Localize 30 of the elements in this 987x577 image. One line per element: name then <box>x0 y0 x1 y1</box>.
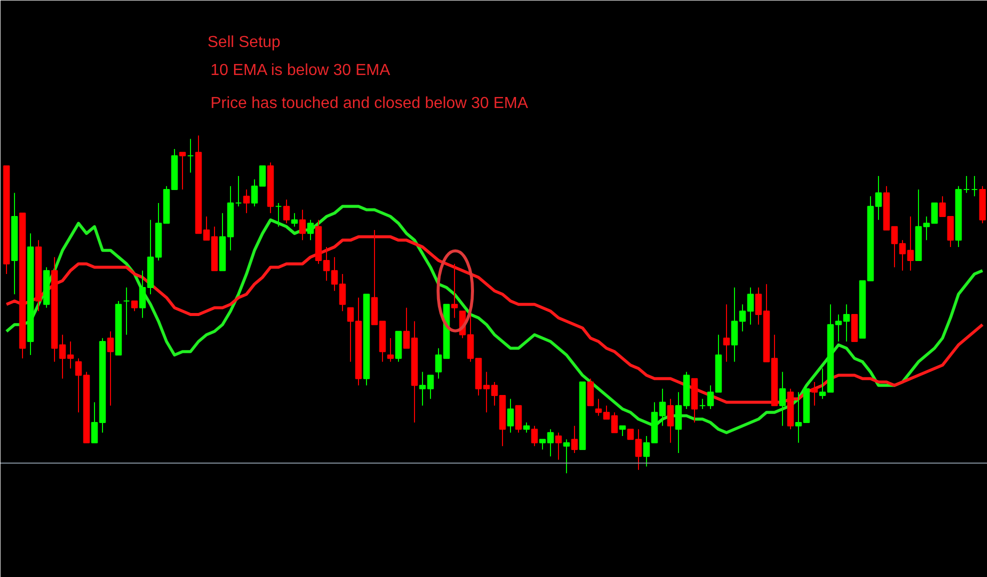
text: 10 EMA is below 30 EMA <box>210 62 390 79</box>
candlestick <box>179 152 186 190</box>
candlestick <box>275 202 282 228</box>
text: Price has touched and closed below 30 EMA <box>210 95 528 112</box>
candlestick <box>299 209 306 241</box>
candlestick <box>507 398 514 434</box>
candlestick <box>187 138 194 174</box>
candlestick <box>131 300 138 312</box>
candlestick <box>243 189 250 214</box>
candlestick <box>779 371 786 426</box>
candlestick <box>123 286 130 336</box>
text: Sell Setup <box>208 34 281 51</box>
candlestick <box>563 438 570 474</box>
candlestick <box>531 425 538 447</box>
candlestick <box>971 176 978 197</box>
candlestick <box>587 378 594 406</box>
candlestick <box>619 425 626 437</box>
candlestick <box>571 425 578 454</box>
candlestick <box>811 382 818 406</box>
candlestick <box>451 263 458 318</box>
candlestick <box>523 422 530 434</box>
candlestick <box>307 219 314 241</box>
candlestick <box>555 432 562 460</box>
candlestick <box>387 338 394 362</box>
candlestick <box>107 330 114 406</box>
candlestick <box>515 405 522 434</box>
candlestick <box>283 199 290 224</box>
candlestick <box>667 398 674 444</box>
candlestick <box>291 212 298 228</box>
candlestick <box>723 304 730 362</box>
